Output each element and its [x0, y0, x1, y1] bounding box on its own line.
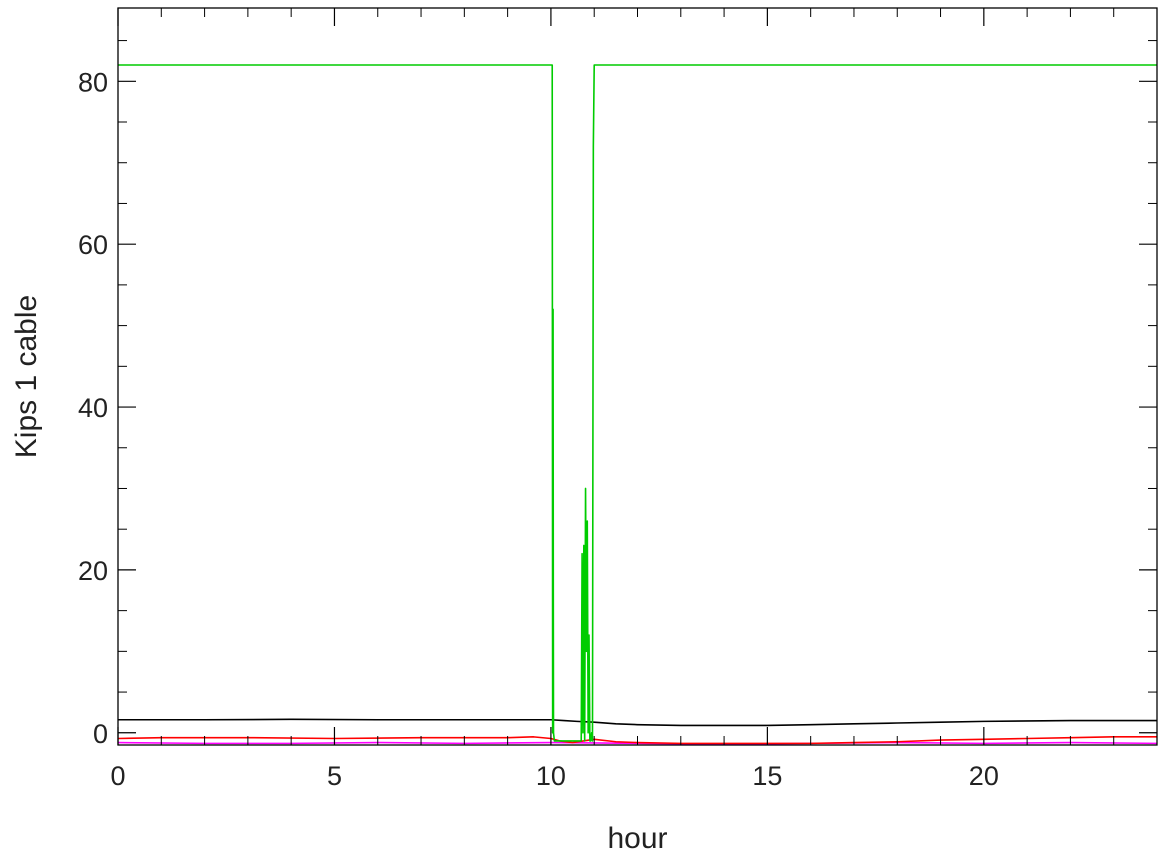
x-tick-label: 20 [969, 761, 999, 791]
y-tick-label: 0 [93, 719, 108, 749]
y-tick-label: 60 [78, 230, 108, 260]
x-tick-label: 10 [536, 761, 566, 791]
x-axis-title: hour [607, 822, 667, 855]
series-line-3 [118, 718, 1157, 727]
x-tick-label: 15 [752, 761, 782, 791]
y-tick-label: 20 [78, 556, 108, 586]
y-tick-label: 40 [78, 393, 108, 423]
x-tick-label: 0 [110, 761, 125, 791]
y-axis-title: Kips 1 cable [10, 295, 43, 458]
series-layer [117, 64, 1158, 745]
x-tick-label: 5 [327, 761, 342, 791]
labels-layer: 0 5 10 15 20 0 20 40 60 80 [78, 67, 999, 791]
ticks-layer [117, 8, 1158, 745]
plot-frame [117, 7, 1158, 746]
series-line-4 [118, 64, 1157, 742]
y-tick-label: 80 [78, 67, 108, 97]
